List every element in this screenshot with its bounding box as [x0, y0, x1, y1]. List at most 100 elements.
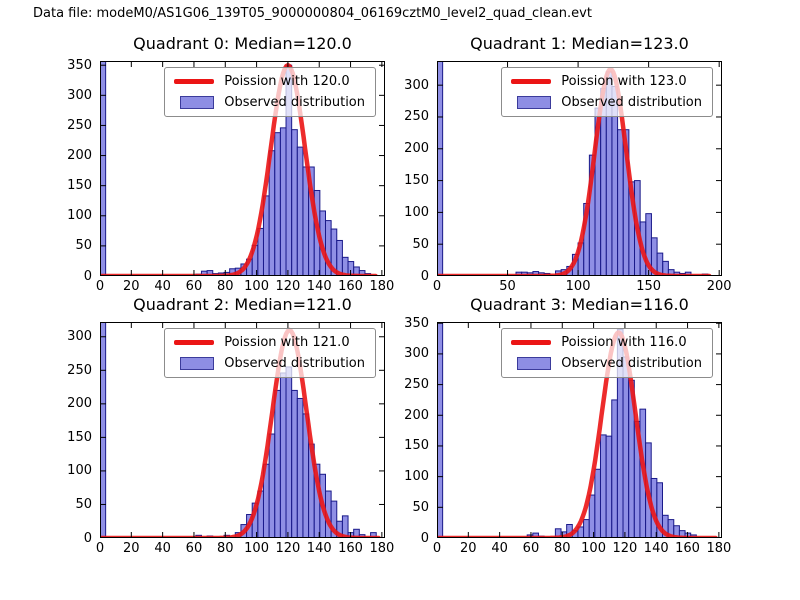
- legend: Poission with 123.0 Observed distributio…: [501, 67, 713, 117]
- plot-area: [437, 322, 722, 538]
- poisson-line-icon: [511, 79, 552, 84]
- x-tick-label: 80: [553, 541, 571, 556]
- x-tick-label: 100: [565, 279, 591, 294]
- x-tick-label: 0: [432, 279, 442, 294]
- x-tick-label: 180: [369, 541, 395, 556]
- y-tick-label: 250: [67, 117, 92, 133]
- legend-entry-observed: Observed distribution: [511, 95, 702, 110]
- plot-title: Quadrant 3: Median=116.0: [470, 295, 689, 314]
- y-tick-label: 300: [404, 346, 429, 362]
- y-tick-label: 150: [67, 178, 92, 194]
- y-tick-label: 300: [404, 77, 429, 93]
- subplot-quadrant-0: Quadrant 0: Median=120.0 Poission with 1…: [67, 34, 394, 294]
- y-tick-label: 200: [67, 396, 92, 412]
- y-tick-label: 200: [404, 141, 429, 157]
- histogram-patch-icon: [511, 357, 552, 370]
- plot-title: Quadrant 0: Median=120.0: [133, 34, 352, 53]
- x-tick-label: 160: [338, 279, 363, 294]
- poisson-line-icon: [174, 79, 215, 84]
- legend-label-poisson: Poission with 123.0: [561, 74, 687, 89]
- x-tick-label: 60: [185, 541, 203, 556]
- y-tick-label: 350: [67, 57, 92, 73]
- legend-label-observed: Observed distribution: [561, 356, 702, 371]
- histogram-patch-icon: [511, 96, 552, 109]
- legend-label-observed: Observed distribution: [224, 95, 365, 110]
- legend-entry-observed: Observed distribution: [511, 356, 702, 371]
- y-tick-label: 50: [412, 236, 429, 252]
- x-tick-label: 150: [636, 279, 662, 294]
- x-tick-label: 140: [306, 279, 332, 294]
- x-tick-label: 60: [522, 541, 540, 556]
- y-tick-label: 200: [404, 407, 429, 423]
- legend-entry-poisson: Poission with 121.0: [174, 335, 365, 350]
- plot-title: Quadrant 1: Median=123.0: [470, 34, 689, 53]
- legend-entry-observed: Observed distribution: [174, 95, 365, 110]
- y-tick-label: 300: [67, 87, 92, 103]
- y-tick-label: 50: [412, 499, 429, 515]
- x-tick-label: 120: [275, 279, 301, 294]
- x-tick-label: 20: [460, 541, 477, 556]
- y-tick-label: 150: [404, 173, 429, 189]
- subplot-quadrant-2: Quadrant 2: Median=121.0 Poission with 1…: [67, 295, 394, 556]
- y-tick-label: 50: [75, 496, 92, 512]
- x-tick-label: 120: [275, 541, 301, 556]
- x-tick-label: 100: [244, 541, 269, 556]
- y-tick-label: 50: [75, 238, 92, 254]
- x-tick-label: 0: [432, 541, 442, 556]
- y-tick-label: 200: [67, 148, 92, 164]
- x-tick-label: 120: [612, 541, 638, 556]
- y-tick-label: 100: [404, 469, 429, 485]
- y-tick-label: 300: [67, 329, 92, 345]
- x-tick-label: 50: [499, 279, 516, 294]
- x-tick-label: 160: [338, 541, 363, 556]
- y-tick-label: 0: [83, 268, 92, 284]
- histogram-patch-icon: [174, 96, 215, 109]
- plot-area: [100, 322, 385, 538]
- x-tick-label: 0: [95, 279, 105, 294]
- x-tick-label: 140: [643, 541, 669, 556]
- y-tick-label: 0: [83, 530, 92, 546]
- y-tick-label: 250: [404, 109, 429, 125]
- legend-entry-observed: Observed distribution: [174, 356, 365, 371]
- histogram-patch-icon: [174, 357, 215, 370]
- y-tick-label: 150: [404, 438, 429, 454]
- legend-entry-poisson: Poission with 123.0: [511, 74, 702, 89]
- x-tick-label: 80: [216, 541, 234, 556]
- y-tick-label: 250: [404, 377, 429, 393]
- legend-label-observed: Observed distribution: [224, 356, 365, 371]
- y-tick-label: 350: [404, 315, 429, 331]
- y-tick-label: 100: [67, 463, 92, 479]
- plot-area: [100, 61, 385, 276]
- x-tick-label: 40: [491, 541, 508, 556]
- legend-entry-poisson: Poission with 120.0: [174, 74, 365, 89]
- legend-label-observed: Observed distribution: [561, 95, 702, 110]
- legend-entry-poisson: Poission with 116.0: [511, 335, 702, 350]
- y-tick-label: 100: [404, 204, 429, 220]
- y-tick-label: 0: [420, 530, 429, 546]
- subplot-quadrant-3: Quadrant 3: Median=116.0 Poission with 1…: [404, 295, 731, 556]
- legend: Poission with 120.0 Observed distributio…: [164, 67, 376, 117]
- x-tick-label: 100: [581, 541, 606, 556]
- x-tick-label: 80: [216, 279, 234, 294]
- y-tick-label: 100: [67, 208, 92, 224]
- y-tick-label: 150: [67, 429, 92, 445]
- x-tick-label: 180: [706, 541, 732, 556]
- y-tick-label: 0: [420, 268, 429, 284]
- poisson-line-icon: [174, 340, 215, 345]
- legend-label-poisson: Poission with 116.0: [561, 335, 687, 350]
- x-tick-label: 60: [185, 279, 203, 294]
- x-tick-label: 180: [369, 279, 395, 294]
- x-tick-label: 160: [675, 541, 700, 556]
- legend-label-poisson: Poission with 120.0: [224, 74, 350, 89]
- x-tick-label: 20: [123, 541, 140, 556]
- x-tick-label: 140: [306, 541, 332, 556]
- x-tick-label: 0: [95, 541, 105, 556]
- plot-title: Quadrant 2: Median=121.0: [133, 295, 352, 314]
- x-tick-label: 40: [154, 541, 171, 556]
- y-tick-label: 250: [67, 362, 92, 378]
- x-tick-label: 20: [123, 279, 140, 294]
- x-tick-label: 200: [706, 279, 732, 294]
- legend-label-poisson: Poission with 121.0: [224, 335, 350, 350]
- x-tick-label: 100: [244, 279, 269, 294]
